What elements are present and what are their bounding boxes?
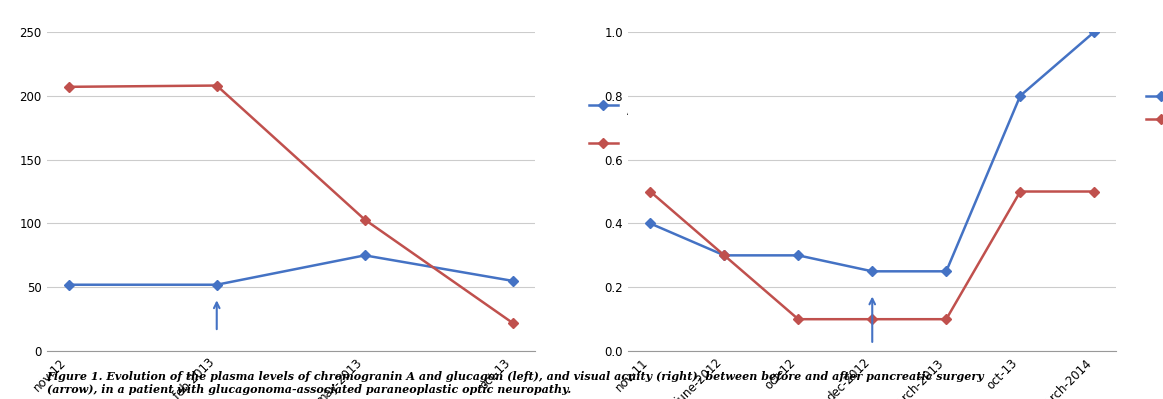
Text: Figure 1. Evolution of the plasma levels of chromogranin A and glucagon (left), : Figure 1. Evolution of the plasma levels… bbox=[47, 371, 984, 395]
Legend: chromogranin
A (ng/mL), glucagon
(pmol/L): chromogranin A (ng/mL), glucagon (pmol/L… bbox=[584, 86, 715, 160]
Legend: right visual acuity, left visual acuity: right visual acuity, left visual acuity bbox=[1141, 86, 1163, 130]
